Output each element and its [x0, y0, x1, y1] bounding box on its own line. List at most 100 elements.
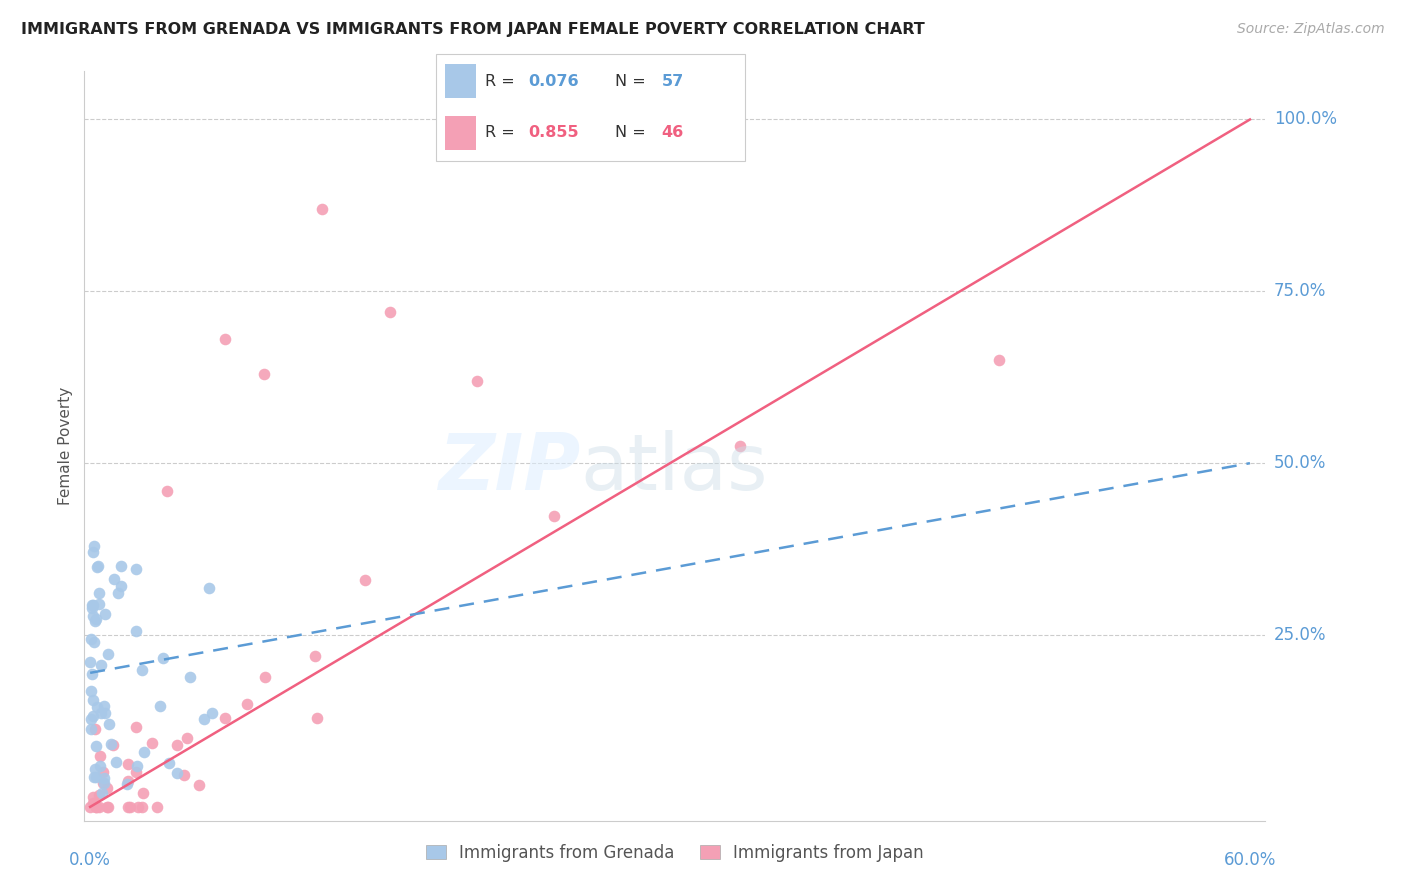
Point — [84, 800, 107, 814]
Point — [179, 670, 201, 684]
Point — [80, 723, 103, 737]
Point — [89, 749, 111, 764]
Point — [80, 601, 103, 615]
Text: ZIP: ZIP — [439, 431, 581, 507]
Text: 75.0%: 75.0% — [1274, 283, 1326, 301]
Point — [87, 559, 110, 574]
Text: atlas: atlas — [581, 431, 768, 507]
Point — [94, 607, 117, 621]
Point — [103, 738, 125, 752]
Bar — [446, 64, 477, 98]
Text: 50.0%: 50.0% — [1274, 454, 1326, 472]
Point — [84, 739, 107, 754]
Point — [93, 772, 115, 786]
Text: 0.0%: 0.0% — [69, 851, 111, 869]
Point — [96, 780, 118, 795]
Point — [728, 439, 751, 453]
Point — [193, 713, 215, 727]
Text: N =: N = — [616, 125, 651, 140]
Point — [156, 483, 179, 498]
Point — [141, 736, 163, 750]
Legend: Immigrants from Grenada, Immigrants from Japan: Immigrants from Grenada, Immigrants from… — [419, 838, 931, 869]
Point — [117, 800, 139, 814]
Point — [173, 768, 195, 782]
Point — [93, 706, 115, 721]
Point — [117, 757, 139, 772]
Point — [82, 796, 104, 810]
Point — [80, 713, 103, 727]
Point — [87, 800, 110, 814]
Text: IMMIGRANTS FROM GRENADA VS IMMIGRANTS FROM JAPAN FEMALE POVERTY CORRELATION CHAR: IMMIGRANTS FROM GRENADA VS IMMIGRANTS FR… — [21, 22, 925, 37]
Point — [82, 608, 104, 623]
Point — [91, 776, 114, 790]
Point — [97, 800, 120, 814]
Point — [125, 719, 148, 733]
Point — [89, 759, 111, 773]
Point — [84, 614, 107, 628]
Point — [83, 771, 105, 785]
Point — [97, 648, 120, 662]
Text: 0.855: 0.855 — [529, 125, 579, 140]
Text: R =: R = — [485, 125, 520, 140]
Point — [100, 738, 122, 752]
Point — [79, 800, 101, 814]
Point — [82, 693, 104, 707]
Point — [127, 800, 149, 814]
Point — [118, 800, 141, 814]
Point — [82, 708, 104, 723]
Point — [79, 655, 101, 669]
Point — [83, 762, 105, 776]
Point — [104, 756, 127, 770]
Point — [117, 776, 139, 790]
Point — [84, 612, 107, 626]
Point — [166, 766, 188, 780]
Point — [378, 305, 401, 319]
Point — [253, 669, 276, 683]
Text: 60.0%: 60.0% — [1223, 851, 1277, 869]
Point — [131, 663, 153, 677]
Point — [131, 786, 153, 800]
Point — [125, 764, 148, 779]
Point — [235, 697, 257, 711]
Point — [125, 759, 148, 773]
Point — [103, 572, 125, 586]
Point — [82, 599, 104, 613]
Point — [311, 202, 333, 216]
Point — [87, 586, 110, 600]
Point — [117, 773, 139, 788]
Point — [90, 786, 112, 800]
Point — [82, 598, 104, 612]
Text: N =: N = — [616, 74, 651, 89]
Point — [98, 716, 121, 731]
Point — [93, 698, 115, 713]
Point — [987, 353, 1010, 368]
Point — [84, 800, 107, 814]
Text: Source: ZipAtlas.com: Source: ZipAtlas.com — [1237, 22, 1385, 37]
Point — [354, 573, 377, 587]
Text: R =: R = — [485, 74, 520, 89]
Point — [166, 738, 188, 752]
Point — [84, 722, 107, 736]
Point — [93, 776, 115, 790]
Point — [197, 581, 219, 595]
Point — [83, 634, 105, 648]
Point — [125, 562, 148, 576]
Point — [83, 539, 105, 553]
Point — [84, 770, 107, 784]
Point — [107, 586, 129, 600]
Point — [110, 559, 132, 574]
Point — [304, 648, 326, 663]
Y-axis label: Female Poverty: Female Poverty — [58, 387, 73, 505]
Point — [149, 699, 172, 714]
Text: 46: 46 — [662, 125, 683, 140]
Point — [176, 731, 198, 745]
Point — [131, 800, 153, 814]
Point — [152, 650, 174, 665]
Point — [110, 579, 132, 593]
Text: 0.076: 0.076 — [529, 74, 579, 89]
Point — [82, 667, 104, 681]
Point — [145, 800, 167, 814]
Point — [80, 632, 103, 646]
Point — [201, 706, 224, 720]
Point — [86, 560, 108, 574]
